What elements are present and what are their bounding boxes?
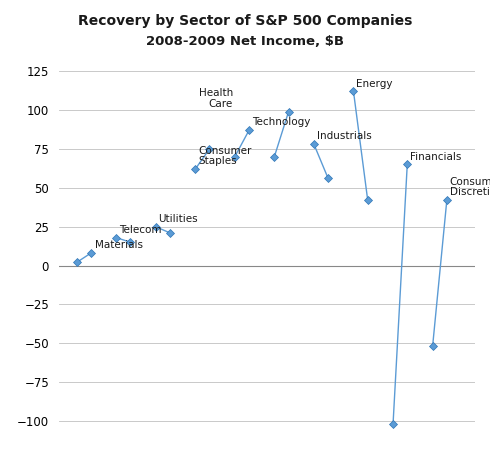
Text: Recovery by Sector of S&P 500 Companies: Recovery by Sector of S&P 500 Companies xyxy=(78,14,412,28)
Text: Technology: Technology xyxy=(252,118,310,127)
Text: 2008-2009 Net Income, $B: 2008-2009 Net Income, $B xyxy=(146,35,344,48)
Text: Telecom: Telecom xyxy=(119,225,161,235)
Text: Consumer
Staples: Consumer Staples xyxy=(198,145,251,166)
Text: Health
Care: Health Care xyxy=(199,88,233,109)
Text: Consumer
Discretionary: Consumer Discretionary xyxy=(450,177,490,197)
Text: Energy: Energy xyxy=(356,79,393,88)
Text: Industrials: Industrials xyxy=(317,131,371,142)
Text: Utilities: Utilities xyxy=(158,214,198,224)
Text: Financials: Financials xyxy=(410,152,462,162)
Text: Materials: Materials xyxy=(95,240,143,250)
